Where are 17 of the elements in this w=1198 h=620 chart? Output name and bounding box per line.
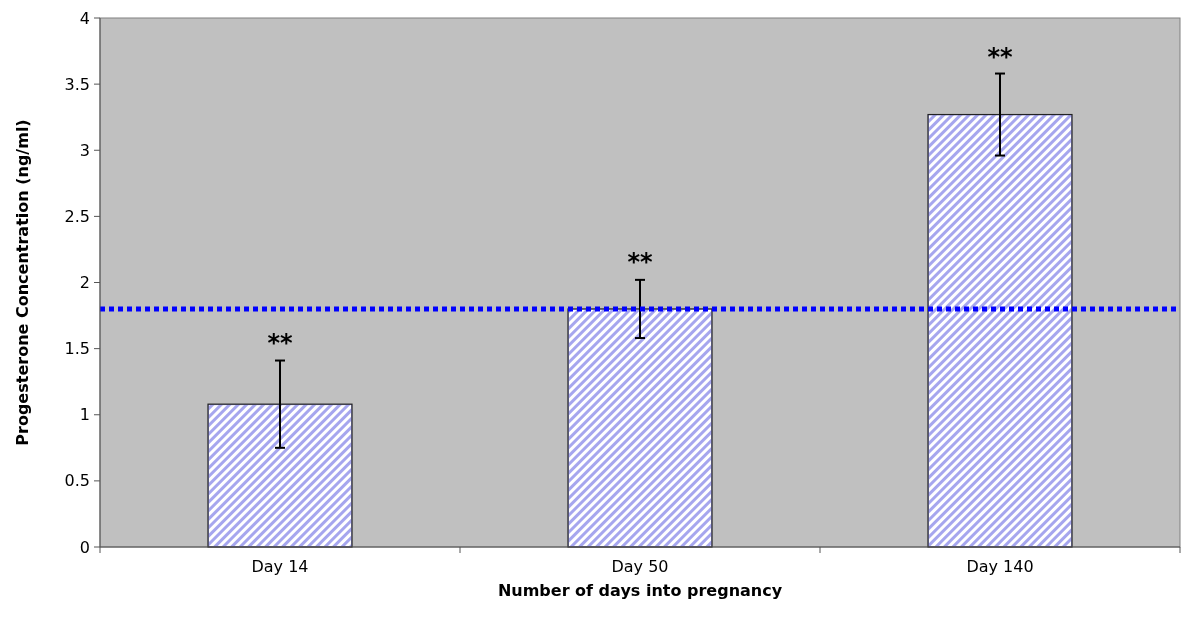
y-tick-label: 0 [79, 537, 90, 557]
annotation: ** [627, 247, 653, 276]
x-axis-title: Number of days into pregnancy [497, 581, 783, 600]
x-tick-label: Day 140 [966, 557, 1034, 576]
x-tick-label: Day 14 [251, 557, 309, 576]
x-tick-label: Day 50 [611, 557, 669, 576]
y-tick-label: 4 [79, 8, 90, 28]
y-tick-label: 2.5 [64, 206, 90, 226]
y-tick-label: 3 [79, 140, 90, 160]
annotation: ** [267, 328, 293, 357]
y-axis-title: Progesterone Concentration (ng/ml) [13, 119, 32, 446]
y-tick-label: 1 [79, 405, 90, 425]
y-tick-label: 1.5 [64, 339, 90, 359]
y-tick-label: 3.5 [64, 74, 90, 94]
annotation: ** [987, 42, 1013, 71]
y-tick-label: 0.5 [64, 471, 90, 491]
y-tick-label: 2 [79, 273, 90, 293]
